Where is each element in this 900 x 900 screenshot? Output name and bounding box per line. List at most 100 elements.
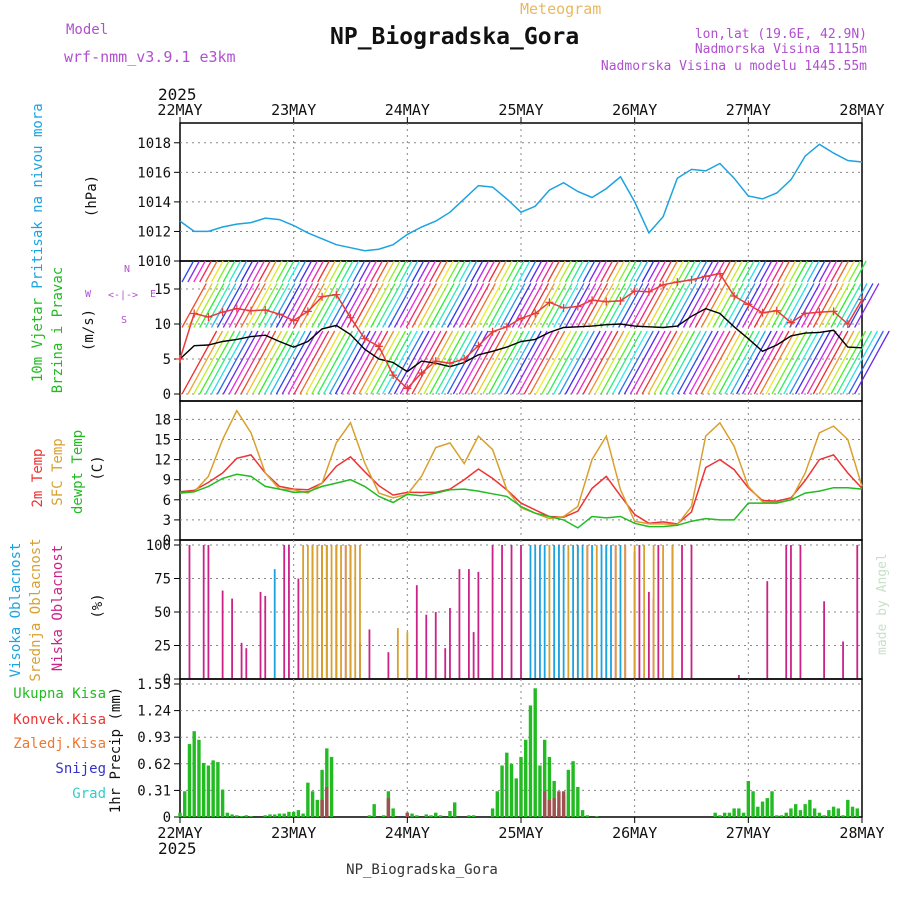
wind-barb [529, 260, 543, 283]
wind-barb [252, 283, 278, 328]
wind-barb [393, 330, 430, 395]
date-axis-bottom: 22MAY 23MAY 24MAY 25MAY 26MAY 27MAY 28MAY [157, 817, 885, 842]
legend-hail: Grad [72, 786, 106, 802]
bar-ukupna-kisa [249, 816, 253, 817]
wind-barb [258, 260, 271, 283]
bar-niska-oblacnost [202, 545, 205, 679]
y-tick-label: 0 [163, 533, 171, 549]
gust-marker [417, 369, 426, 377]
wind-barb [423, 283, 449, 328]
wind-barb [181, 260, 195, 283]
wind-barb [712, 260, 726, 283]
bar-ukupna-kisa [822, 815, 826, 817]
bar-niska-oblacnost [856, 545, 859, 679]
gust-marker [517, 314, 525, 323]
bar-ukupna-kisa [722, 812, 727, 817]
bar-niska-oblacnost [477, 571, 480, 679]
wind-barb [730, 283, 756, 328]
wind-barb [364, 283, 390, 328]
wind-barb [771, 283, 797, 328]
wind-barb [222, 283, 249, 328]
gust-marker [602, 297, 611, 306]
bar-ukupna-kisa [329, 756, 334, 817]
y-tick-label: 0.31 [137, 783, 171, 799]
bar-srednja-oblacnost [316, 545, 319, 679]
wind-barb [517, 283, 544, 328]
legend-conv-rain: Konvek.Kisa [13, 712, 106, 728]
wind-barb [246, 260, 260, 283]
bar-niska-oblacnost [647, 591, 650, 679]
wind-barb [370, 283, 396, 328]
wind-barb [364, 330, 401, 395]
wind-barb [700, 330, 737, 395]
bar-ukupna-kisa [239, 816, 244, 817]
bar-srednja-oblacnost [586, 545, 589, 679]
wind-barb [659, 330, 696, 395]
wind-barb [736, 260, 749, 283]
bar-ukupna-kisa [585, 815, 590, 817]
bar-niska-oblacnost [288, 545, 290, 679]
gust-marker [744, 300, 753, 309]
bar-niska-oblacnost [188, 545, 191, 679]
legend-total-rain: Ukupna Kisa [13, 686, 106, 702]
bar-srednja-oblacnost [595, 545, 598, 679]
wind-barb [405, 260, 419, 283]
bar-niska-oblacnost [297, 578, 300, 679]
wind-barb [671, 330, 707, 395]
wind-barb [234, 330, 271, 395]
gust-marker [673, 278, 682, 286]
wind-barb [205, 260, 218, 283]
gust-marker [176, 355, 184, 363]
y-tick-label: 0 [163, 387, 171, 403]
y-tick-label: 12 [154, 453, 171, 469]
wind-barb [606, 330, 643, 395]
wind-barb [311, 260, 324, 283]
wind-barb [688, 330, 725, 395]
y-tick-label: 6 [163, 493, 171, 509]
bar-ukupna-kisa [770, 791, 774, 817]
wind-barb [452, 283, 479, 328]
bar-visoka-oblacnost [557, 545, 560, 679]
gust-marker [204, 313, 213, 321]
wind-barb [618, 330, 654, 395]
wind-barb [405, 283, 432, 328]
x-date-label: 27MAY [726, 824, 771, 842]
wind-barb [269, 260, 283, 283]
bar-ukupna-kisa [718, 815, 722, 817]
wind-barb [848, 260, 861, 283]
bar-ukupna-kisa [831, 806, 836, 817]
wind-barb [765, 283, 791, 328]
wind-barb [830, 283, 856, 328]
series-pressure [179, 143, 863, 252]
wind-barb [836, 330, 873, 395]
bar-ukupna-kisa [741, 812, 746, 817]
bar-niska-oblacnost [449, 607, 451, 679]
wind-barb [358, 260, 372, 283]
wind-barb [488, 330, 525, 395]
year-bottom: 2025 [158, 839, 197, 858]
wind-barb [570, 283, 597, 328]
wind-barb [464, 260, 478, 283]
wind-barb [665, 283, 691, 328]
wind-barb [730, 330, 766, 395]
gust-marker [474, 341, 483, 350]
wind-barb [387, 283, 414, 328]
bar-ukupna-kisa [225, 812, 230, 817]
bar-ukupna-kisa [817, 812, 822, 817]
bar-niska-oblacnost [799, 545, 802, 679]
wind-barb [576, 260, 590, 283]
bar-visoka-oblacnost [605, 545, 608, 679]
bar-visoka-oblacnost [553, 545, 556, 679]
bar-ukupna-kisa [197, 739, 201, 817]
bar-ukupna-kisa [410, 813, 414, 817]
wind-barb [275, 260, 289, 283]
wind-barb [216, 330, 253, 395]
bar-niska-oblacnost [245, 648, 248, 679]
wind-barb [382, 260, 395, 283]
gust-marker [545, 298, 554, 307]
wind-barb [317, 260, 330, 283]
wind-barb [305, 330, 342, 395]
wind-barb [553, 330, 589, 395]
wind-barb [246, 283, 272, 328]
model-name: wrf-nmm_v3.9.1 e3km [64, 48, 236, 66]
